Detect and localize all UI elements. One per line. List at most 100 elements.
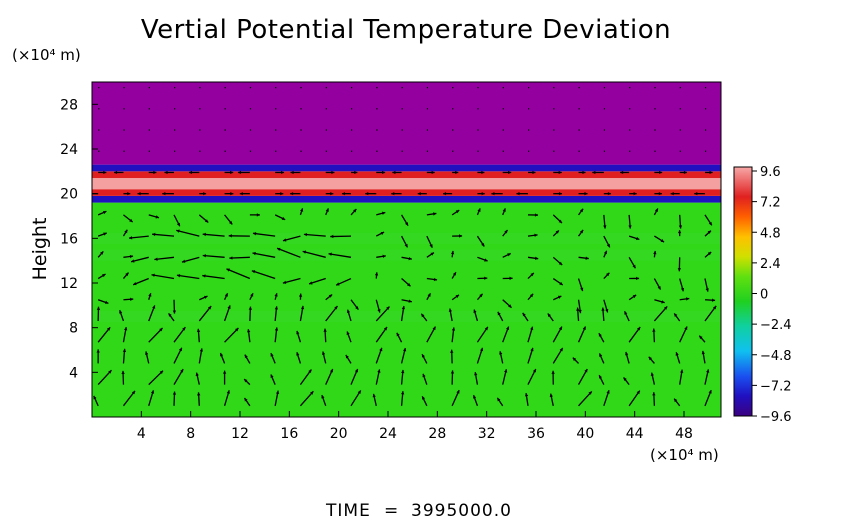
vector-arrow-40 [128, 235, 149, 239]
vector-head-131 [296, 330, 300, 335]
vector-head-118 [251, 270, 256, 274]
vector-head-355 [652, 328, 656, 332]
layer-2 [92, 189, 721, 196]
vector-head-210 [421, 354, 425, 358]
vector-head-291 [558, 326, 562, 331]
vector-head-144 [321, 395, 325, 399]
vector-head-56 [152, 232, 156, 237]
band-0 [92, 310, 721, 323]
vector-head-225 [450, 370, 455, 374]
vector-head-128 [310, 391, 314, 395]
vector-head-112 [275, 390, 280, 394]
vector-head-36 [152, 305, 156, 309]
vector-arrow-16 [122, 390, 136, 407]
vector-head-193 [401, 369, 405, 374]
vector-head-103 [229, 256, 233, 260]
vector-head-326 [606, 272, 610, 277]
vector-head-313 [579, 208, 584, 213]
vector-head-169 [353, 209, 357, 213]
vector-head-70 [176, 273, 181, 278]
vector-head-298 [558, 191, 563, 196]
y-axis-unit: (×10⁴ m) [12, 46, 81, 64]
vector-arrow-72 [176, 229, 200, 237]
vector-head-258 [499, 351, 503, 355]
vector-head-21 [130, 297, 134, 301]
vector-head-100 [248, 306, 253, 310]
y-tick-label-28: 28 [60, 97, 78, 113]
vector-head-321 [599, 375, 603, 379]
vector-head-196 [401, 305, 406, 310]
vector-head-27 [113, 170, 118, 175]
vector-head-309 [578, 309, 582, 314]
vector-head-192 [400, 391, 405, 395]
vector-head-18 [122, 348, 127, 353]
vector-head-82 [220, 353, 224, 357]
vector-head-327 [603, 250, 607, 255]
vector-head-58 [162, 191, 166, 196]
vector-arrow-103 [229, 256, 250, 259]
y-axis-label: Height [29, 218, 51, 281]
y-tick-label-12: 12 [60, 276, 78, 292]
vector-head-288 [549, 393, 553, 398]
vector-head-209 [422, 373, 426, 378]
vector-head-35 [159, 327, 163, 332]
vector-head-121 [281, 216, 286, 220]
vector-arrow-118 [251, 270, 276, 280]
x-tick-label-48: 48 [675, 426, 693, 442]
vector-head-369 [680, 369, 684, 373]
vector-head-216 [429, 244, 433, 248]
vector-head-122 [280, 191, 284, 196]
vector-arrow-51 [173, 326, 186, 343]
vector-head-91 [230, 170, 234, 175]
vector-head-24 [124, 229, 128, 234]
vector-head-123 [280, 170, 285, 175]
vector-head-242 [479, 347, 484, 352]
colorbar-tick-label-5: −2.4 [760, 318, 792, 333]
time-equals: = [384, 501, 399, 519]
vector-head-160 [357, 390, 361, 394]
vector-head-115 [274, 327, 279, 331]
vector-arrow-120 [252, 232, 276, 237]
vector-head-177 [377, 369, 381, 373]
vector-head-311 [585, 256, 589, 260]
vector-head-218 [417, 191, 421, 196]
y-tick-label-16: 16 [60, 231, 78, 247]
vector-field [92, 86, 717, 407]
vector-head-49 [180, 369, 184, 373]
vector-head-186 [365, 191, 369, 196]
vector-arrow-179 [375, 326, 388, 343]
vector-head-292 [547, 313, 551, 317]
vector-head-99 [247, 329, 251, 333]
vector-head-273 [532, 368, 536, 373]
x-tick-label-16: 16 [280, 426, 298, 442]
vector-head-59 [164, 170, 168, 175]
colorbar-ticks: 9.6 7.2 4.8 2.4 0 −2.4 −4.8 −7.2 −9.6 [752, 165, 792, 425]
vector-head-64 [197, 392, 201, 396]
vector-head-374 [680, 287, 685, 292]
vector-head-272 [524, 393, 529, 397]
vector-head-178 [379, 347, 383, 352]
vector-head-139 [290, 170, 294, 175]
vector-head-243 [484, 326, 488, 331]
vector-head-293 [557, 295, 562, 299]
vector-head-299 [558, 170, 562, 175]
vector-head-161 [354, 368, 358, 373]
vector-head-146 [321, 351, 326, 355]
vector-head-51 [182, 327, 186, 331]
vector-head-325 [605, 308, 609, 313]
vector-head-312 [579, 229, 584, 234]
vector-head-378 [670, 191, 674, 196]
vector-head-361 [654, 208, 658, 212]
layer-3 [92, 178, 721, 190]
vector-head-83 [235, 328, 239, 332]
vector-head-55 [154, 257, 158, 261]
vector-head-267 [508, 170, 512, 175]
vector-head-276 [522, 312, 526, 317]
vector-head-261 [508, 304, 512, 308]
vector-head-294 [559, 281, 563, 286]
vector-head-389 [711, 298, 716, 302]
vector-arrow-33 [148, 370, 164, 386]
x-axis-ticks: 4 8 12 16 20 24 28 32 36 40 44 48 [137, 411, 693, 442]
x-tick-label-44: 44 [626, 426, 644, 442]
